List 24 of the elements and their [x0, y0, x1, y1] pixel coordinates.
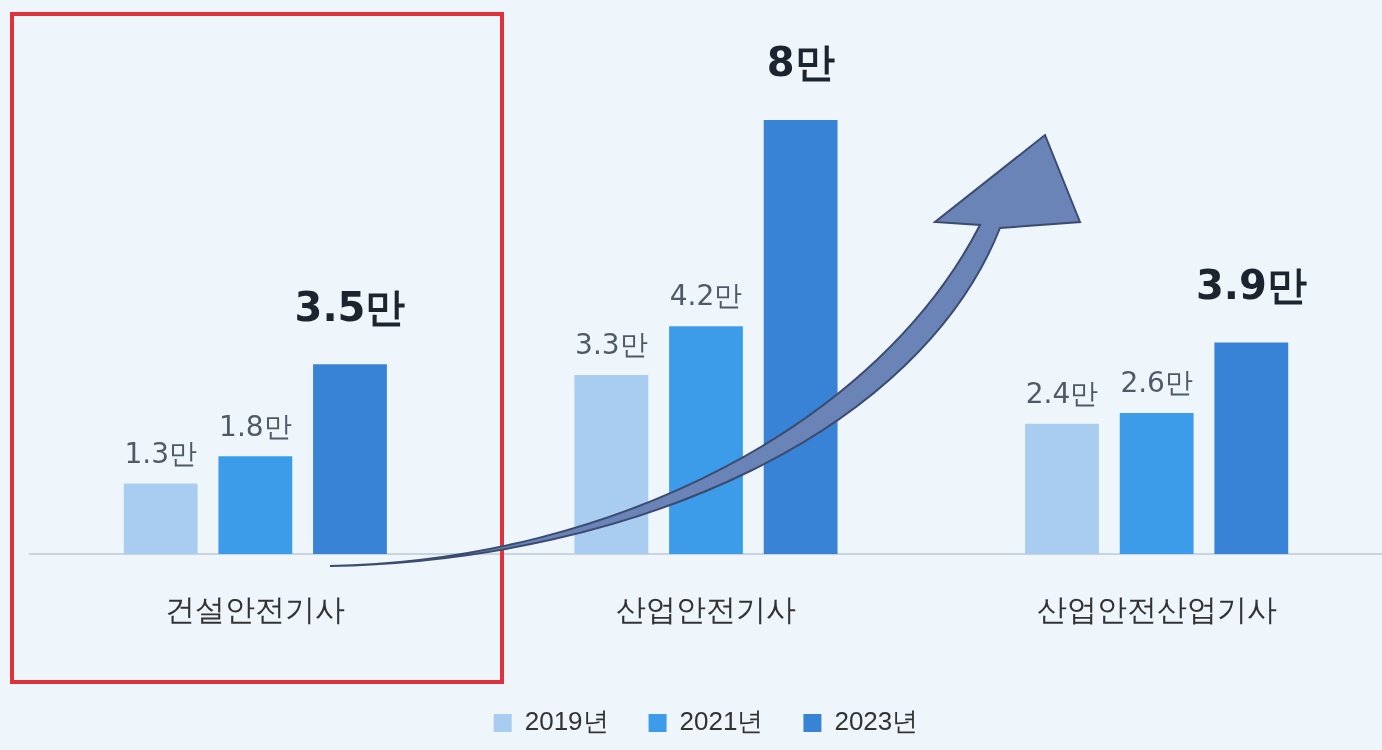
data-label: 3.3만: [575, 328, 648, 362]
bar: [1119, 412, 1194, 554]
data-label: 3.9만: [1195, 261, 1307, 308]
bar: [763, 120, 838, 554]
x-tick-label: 건설안전기사: [165, 593, 346, 627]
bar: [123, 483, 198, 554]
bar: [574, 374, 649, 554]
data-label: 2.6만: [1120, 366, 1193, 400]
legend-label: 2019년: [524, 706, 609, 737]
bar: [1025, 423, 1099, 554]
data-label: 1.3만: [124, 436, 197, 470]
x-tick-label: 산업안전기사: [616, 593, 796, 627]
bar: [218, 456, 293, 554]
bar: [313, 364, 387, 554]
data-label: 8만: [766, 39, 835, 86]
data-label: 1.8만: [219, 409, 292, 443]
x-tick-label: 산업안전산업기사: [1036, 593, 1277, 627]
legend-label: 2023년: [834, 706, 919, 737]
data-label: 4.2만: [669, 279, 743, 313]
data-label: 2.4만: [1025, 377, 1099, 411]
bar: [669, 326, 743, 554]
data-label: 3.5만: [294, 283, 406, 330]
legend-label: 2021년: [679, 706, 764, 737]
bar: [1214, 342, 1289, 554]
